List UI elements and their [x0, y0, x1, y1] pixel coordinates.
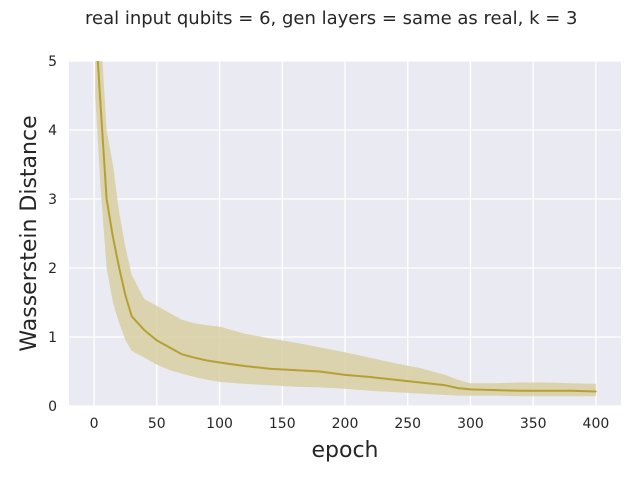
x-tick-label: 200	[332, 416, 359, 432]
x-tick-label: 0	[90, 416, 99, 432]
data-point	[494, 389, 497, 391]
data-point	[394, 379, 397, 381]
plot-area	[95, 19, 597, 397]
data-point	[95, 19, 97, 21]
data-point	[130, 315, 133, 318]
y-tick-label: 4	[48, 123, 57, 139]
data-point	[544, 390, 547, 392]
data-point	[181, 353, 183, 356]
y-tick-label: 3	[48, 192, 57, 208]
data-point	[268, 367, 271, 370]
x-tick-label: 100	[206, 416, 233, 432]
data-point	[105, 198, 108, 200]
data-point	[570, 390, 572, 392]
y-tick-label: 2	[48, 261, 57, 277]
x-tick-label: 50	[148, 416, 166, 432]
data-point	[595, 390, 597, 393]
y-tick-label: 5	[48, 54, 57, 70]
data-point	[168, 346, 171, 349]
grid-lines	[69, 60, 621, 407]
data-point	[124, 294, 127, 297]
data-point	[369, 376, 371, 378]
x-tick-label: 400	[583, 416, 610, 432]
data-point	[419, 381, 422, 384]
data-point	[444, 384, 447, 387]
y-tick-label: 0	[48, 399, 57, 415]
data-point	[118, 267, 120, 269]
data-point	[218, 361, 221, 364]
data-point	[112, 236, 114, 238]
x-axis-label: epoch	[312, 438, 379, 463]
data-point	[206, 359, 208, 362]
data-point	[243, 365, 246, 367]
tick-labels: 0 50 100 150 200 250 300 350 400 0 1 2 3 4 5	[48, 54, 609, 432]
data-point	[319, 370, 321, 373]
data-point	[457, 387, 459, 389]
x-tick-label: 250	[394, 416, 421, 432]
data-point	[344, 374, 346, 376]
chart-title: real input qubits = 6, gen layers = same…	[85, 8, 578, 29]
data-point	[193, 356, 196, 359]
data-point	[99, 101, 102, 104]
data-point	[519, 390, 522, 392]
x-tick-label: 150	[269, 416, 296, 432]
data-point	[469, 388, 472, 391]
series-line	[96, 61, 596, 393]
data-point	[294, 369, 296, 371]
data-point	[143, 329, 146, 331]
x-tick-label: 300	[457, 416, 484, 432]
y-tick-label: 1	[48, 330, 57, 346]
data-point	[156, 339, 158, 342]
x-tick-label: 350	[520, 416, 547, 432]
y-axis-label: Wasserstein Distance	[17, 115, 42, 351]
